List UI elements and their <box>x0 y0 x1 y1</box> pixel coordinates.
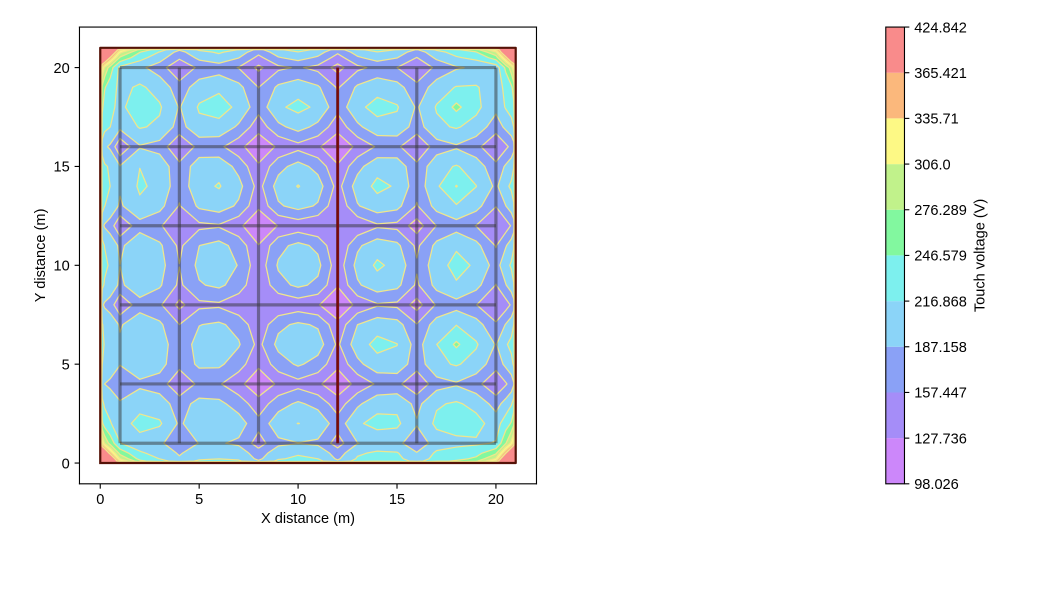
svg-text:365.421: 365.421 <box>914 66 967 82</box>
svg-text:15: 15 <box>389 492 405 508</box>
svg-text:Touch voltage (V): Touch voltage (V) <box>972 199 988 312</box>
svg-text:246.579: 246.579 <box>914 249 967 265</box>
svg-text:0: 0 <box>96 492 104 508</box>
svg-text:Y distance (m): Y distance (m) <box>33 209 49 303</box>
svg-text:20: 20 <box>54 61 70 77</box>
svg-text:98.026: 98.026 <box>914 477 959 493</box>
svg-text:306.0: 306.0 <box>914 157 950 173</box>
svg-text:0: 0 <box>62 456 70 472</box>
svg-text:216.868: 216.868 <box>914 294 967 310</box>
svg-text:10: 10 <box>54 259 70 275</box>
svg-text:20: 20 <box>488 492 504 508</box>
svg-text:127.736: 127.736 <box>914 431 967 447</box>
svg-text:424.842: 424.842 <box>914 20 967 36</box>
svg-text:276.289: 276.289 <box>914 203 967 219</box>
svg-text:10: 10 <box>290 492 306 508</box>
svg-text:15: 15 <box>54 160 70 176</box>
svg-text:335.71: 335.71 <box>914 112 959 128</box>
svg-text:X distance (m): X distance (m) <box>261 511 355 527</box>
svg-text:5: 5 <box>195 492 203 508</box>
svg-text:5: 5 <box>62 357 70 373</box>
svg-text:187.158: 187.158 <box>914 340 967 356</box>
svg-text:157.447: 157.447 <box>914 386 967 402</box>
